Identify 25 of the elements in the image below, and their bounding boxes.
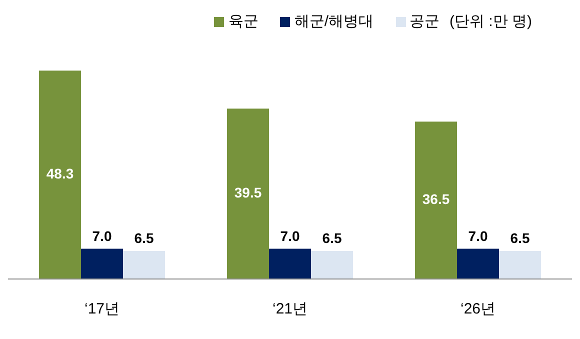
bar xyxy=(227,108,269,279)
bar xyxy=(311,250,353,279)
data-label: 7.0 xyxy=(468,228,488,244)
legend-label: 육군 xyxy=(228,12,258,31)
x-tick-label: ‘26년 xyxy=(460,300,496,318)
data-label: 48.3 xyxy=(46,166,74,182)
bar xyxy=(39,70,81,279)
data-label: 6.5 xyxy=(322,230,342,246)
bar xyxy=(269,248,311,279)
data-label: 7.0 xyxy=(280,228,300,244)
x-tick-label: ‘21년 xyxy=(272,300,308,318)
data-label: 36.5 xyxy=(422,190,450,207)
data-label: 7.0 xyxy=(92,228,112,244)
x-tick-label: ‘17년 xyxy=(84,300,120,318)
bar xyxy=(415,122,457,279)
bar xyxy=(81,248,123,279)
bar xyxy=(499,250,541,279)
bar xyxy=(123,250,165,279)
bar xyxy=(457,248,499,279)
legend-label: 공군 xyxy=(410,12,440,31)
text: (단위 :만 명) xyxy=(450,12,532,31)
data-label: 6.5 xyxy=(134,230,154,246)
legend-label: 해군/해병대 xyxy=(294,12,374,31)
data-label: 39.5 xyxy=(234,184,262,201)
data-label: 6.5 xyxy=(510,230,530,246)
